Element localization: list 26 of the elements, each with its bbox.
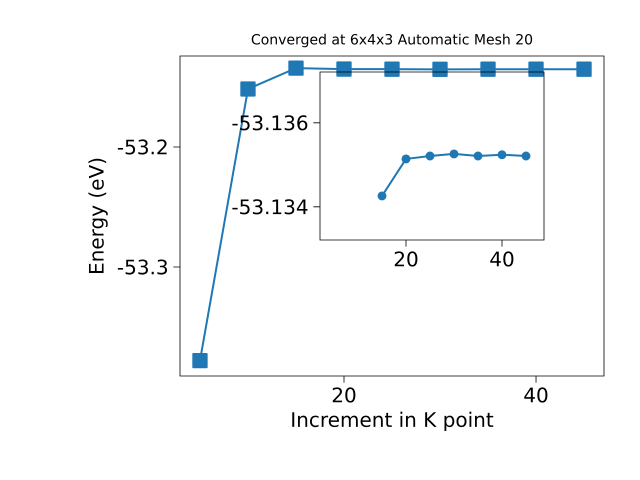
x-tick-label: 40 [524, 387, 548, 403]
y-axis-title: Energy (eV) [88, 158, 108, 274]
point [288, 60, 304, 76]
point [240, 81, 256, 97]
y-tick-label: -53.3 [118, 259, 168, 275]
x-tick-label: 40 [490, 251, 514, 267]
point [450, 149, 458, 158]
point [474, 152, 482, 160]
point [426, 152, 434, 160]
x-tick-label: 20 [332, 387, 356, 403]
point [432, 62, 448, 77]
point [576, 62, 592, 77]
point [480, 62, 496, 77]
chart-title: Converged at 6x4x3 Automatic Mesh 20 [252, 34, 532, 48]
y-tick-label: -53.134 [232, 199, 308, 214]
point [378, 191, 386, 200]
point [336, 61, 352, 77]
point [402, 154, 410, 164]
point [498, 150, 506, 160]
point [522, 152, 530, 160]
x-tick-label: 20 [394, 251, 418, 267]
point [192, 352, 208, 368]
y-tick-label: -53.2 [118, 139, 167, 155]
point [384, 62, 400, 77]
x-axis-title: Increment in K point [292, 412, 494, 432]
point [528, 62, 544, 77]
